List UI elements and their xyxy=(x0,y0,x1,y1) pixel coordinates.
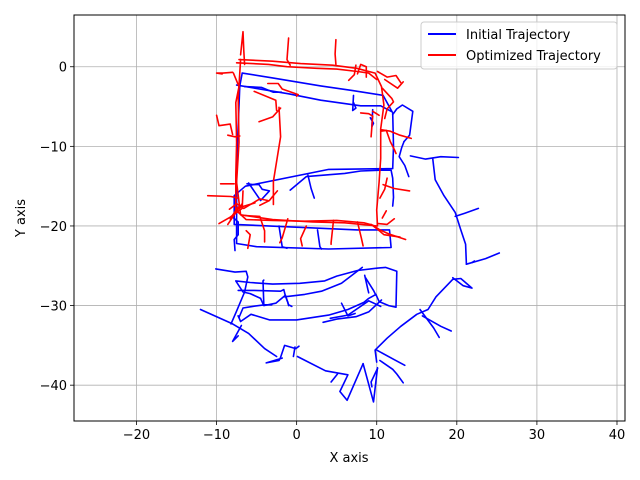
x-tick-label: −20 xyxy=(123,428,150,443)
trajectory-line xyxy=(363,274,370,294)
trajectory-line xyxy=(296,355,364,402)
trajectory-line xyxy=(391,104,414,143)
trajectory-line xyxy=(199,308,278,358)
trajectory-line xyxy=(374,276,473,363)
trajectory-line xyxy=(370,367,379,388)
trajectory-line xyxy=(258,190,279,207)
trajectory-line xyxy=(364,276,377,297)
trajectory-line xyxy=(278,218,289,244)
trajectory-line xyxy=(299,225,308,247)
trajectory-line xyxy=(286,37,292,66)
trajectory-line xyxy=(227,134,241,138)
y-tick-label: 0 xyxy=(59,61,67,76)
trajectory-line xyxy=(244,214,266,243)
x-tick-label: 40 xyxy=(609,428,626,443)
trajectory-line xyxy=(215,114,234,136)
trajectory-line xyxy=(235,58,385,227)
trajectory-line xyxy=(278,225,288,250)
trajectory-line xyxy=(245,229,251,250)
trajectory-line xyxy=(243,85,283,93)
trajectory-line xyxy=(227,202,243,226)
trajectory-line xyxy=(265,344,300,364)
x-ticks: −20 −10 0 10 20 30 40 xyxy=(123,421,626,443)
trajectory-line xyxy=(419,308,441,339)
trajectory-line xyxy=(375,349,406,367)
trajectory-line xyxy=(340,302,356,317)
series-optimized-trajectory xyxy=(206,30,413,250)
trajectory-line xyxy=(237,288,290,307)
trajectory-line xyxy=(292,346,296,358)
legend-box xyxy=(420,21,618,70)
trajectory-line xyxy=(283,266,364,298)
x-tick-label: 10 xyxy=(368,428,385,443)
y-axis-label: Y axis xyxy=(14,199,29,238)
trajectory-line xyxy=(421,315,453,332)
trajectory-line xyxy=(206,194,239,199)
trajectory-line xyxy=(454,207,480,218)
x-tick-label: 20 xyxy=(449,428,466,443)
trajectory-line xyxy=(235,266,398,323)
trajectory-line xyxy=(377,218,396,226)
trajectory-line xyxy=(307,174,316,199)
y-ticks: −40 −30 −20 −10 0 xyxy=(40,61,74,394)
trajectory-line xyxy=(381,87,395,120)
trajectory-line xyxy=(370,223,401,238)
trajectory-line xyxy=(379,177,388,199)
trajectory-line xyxy=(356,63,368,78)
trajectory-line xyxy=(329,299,382,320)
trajectory-line xyxy=(215,71,234,75)
trajectory-line xyxy=(231,324,243,343)
trajectory-line xyxy=(228,198,269,210)
y-tick-label: −10 xyxy=(40,140,67,155)
trajectory-line xyxy=(272,106,282,206)
series-initial-trajectory xyxy=(199,72,501,403)
trajectory-line xyxy=(347,64,357,82)
legend-label-optimized: Optimized Trajectory xyxy=(466,49,601,64)
x-tick-label: 30 xyxy=(529,428,546,443)
trajectory-line xyxy=(351,94,357,112)
trajectory-line xyxy=(371,110,380,117)
trajectory-line xyxy=(379,359,405,384)
trajectory-line xyxy=(334,38,337,66)
trajectory-line xyxy=(246,182,271,202)
trajectory-line xyxy=(266,82,300,97)
x-axis-label: X axis xyxy=(329,451,368,466)
trajectory-line xyxy=(330,219,335,246)
trajectory-line xyxy=(258,107,282,123)
trajectory-line xyxy=(215,268,249,325)
trajectory-line xyxy=(362,362,379,403)
trajectory-line xyxy=(237,303,273,319)
trajectory-line xyxy=(262,279,265,305)
legend-label-initial: Initial Trajectory xyxy=(466,28,571,43)
x-tick-label: 0 xyxy=(293,428,301,443)
y-tick-label: −40 xyxy=(40,379,67,394)
trajectory-line xyxy=(382,183,411,192)
x-tick-label: −10 xyxy=(203,428,230,443)
trajectory-line xyxy=(239,30,246,66)
trajectory-line xyxy=(383,78,405,89)
trajectory-line xyxy=(330,373,339,383)
trajectory-line xyxy=(359,112,374,138)
trajectory-line xyxy=(431,158,468,266)
trajectory-line xyxy=(376,70,402,84)
plot-area xyxy=(199,30,501,403)
trajectory-line xyxy=(231,215,239,252)
trajectory-line xyxy=(316,229,323,250)
legend: Initial Trajectory Optimized Trajectory xyxy=(420,21,618,70)
axes-frame xyxy=(73,14,626,422)
y-tick-label: −20 xyxy=(40,220,67,235)
y-tick-label: −30 xyxy=(40,300,67,315)
trajectory-line xyxy=(398,140,410,178)
trajectory-line xyxy=(409,155,460,160)
trajectory-line xyxy=(381,210,388,219)
trajectory-line xyxy=(356,221,364,247)
trajectory-line xyxy=(379,129,397,155)
trajectory-line xyxy=(253,90,278,112)
trajectory-line xyxy=(322,299,383,324)
trajectory-line xyxy=(471,260,476,264)
trajectory-line xyxy=(233,72,395,250)
